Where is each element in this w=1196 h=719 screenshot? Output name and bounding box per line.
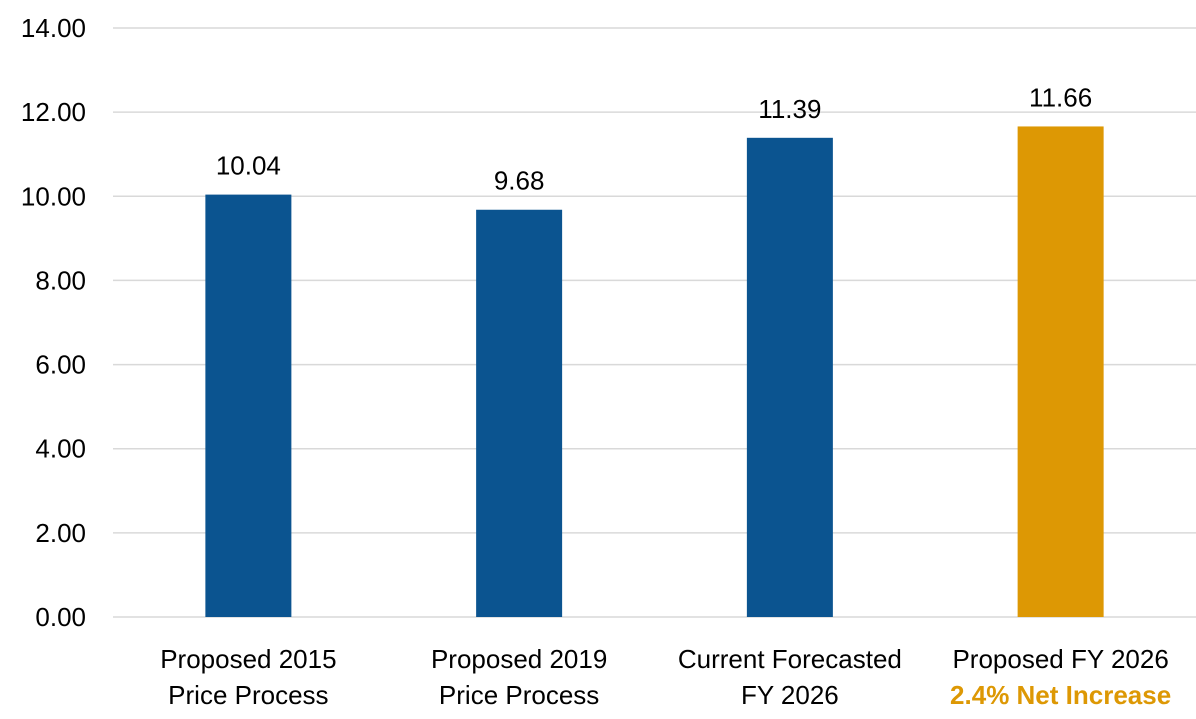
y-tick-label: 12.00 [21,97,86,127]
data-label: 10.04 [216,151,281,181]
x-tick-label: Current Forecasted [678,644,902,674]
data-label: 9.68 [494,166,545,196]
bar [476,209,563,617]
data-label: 11.66 [1029,82,1092,112]
y-tick-label: 4.00 [35,434,86,464]
data-label: 11.39 [758,94,821,124]
bar [1017,126,1104,617]
y-tick-label: 2.00 [35,518,86,548]
x-tick-label: FY 2026 [741,680,839,710]
net-increase-annotation: 2.4% Net Increase [950,680,1171,710]
bar [746,137,833,617]
gridlines [113,27,1196,618]
y-tick-label: 14.00 [21,13,86,43]
data-labels: 10.04 9.68 11.39 11.66 [216,82,1092,195]
y-tick-label: 10.00 [21,181,86,211]
x-tick-label: Price Process [168,680,328,710]
x-tick-label: Proposed 2015 [160,644,336,674]
y-tick-label: 6.00 [35,350,86,380]
x-tick-label: Proposed FY 2026 [952,644,1168,674]
bars [205,126,1104,618]
y-tick-label: 0.00 [35,602,86,632]
x-axis-labels: Proposed 2015 Price Process Proposed 2019 P… [160,644,1171,710]
x-tick-label: Price Process [439,680,599,710]
y-tick-label: 8.00 [35,265,86,295]
x-tick-label: Proposed 2019 [431,644,607,674]
bar [205,194,292,618]
y-axis-ticks: 0.00 2.00 4.00 6.00 8.00 10.00 12.00 14.00 [21,13,86,632]
